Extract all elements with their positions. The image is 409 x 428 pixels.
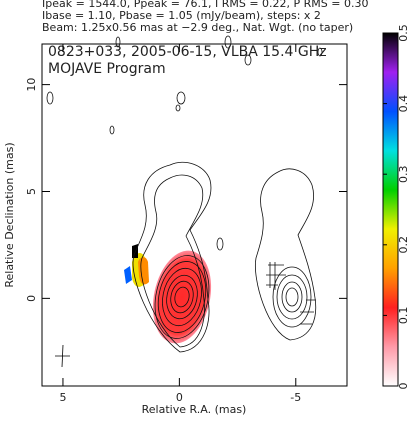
colorbar-tick-label: 0.5 <box>397 24 409 42</box>
colorbar-tick-label: 0.2 <box>397 236 409 254</box>
colorbar-tick-label: 0.3 <box>397 165 409 183</box>
y-axis-label: Relative Declination (mas) <box>3 142 16 287</box>
colorbar-tick-label: 0.4 <box>397 95 409 113</box>
map <box>46 35 323 368</box>
header-line: Ibase = 1.10, Pbase = 1.05 (mJy/beam), s… <box>42 9 321 22</box>
y-tick-label: 0 <box>25 295 38 302</box>
y-tick-label: 10 <box>25 78 38 92</box>
y-tick-label: 5 <box>25 188 38 195</box>
x-tick-label: -5 <box>290 391 301 404</box>
x-tick-label: 0 <box>176 391 183 404</box>
colorbar-tick-label: 0 <box>397 383 409 390</box>
map-title: 0823+033, 2005-06-15, VLBA 15.4 GHz <box>48 44 327 60</box>
map-subtitle: MOJAVE Program <box>48 61 166 77</box>
x-tick-label: 5 <box>59 391 66 404</box>
colorbar-tick-label: 0.1 <box>397 307 409 325</box>
header-line: Ipeak = 1544.0, Ppeak = 76.1, I RMS = 0.… <box>42 0 369 10</box>
x-axis-label: Relative R.A. (mas) <box>142 403 247 416</box>
plot-frame <box>41 43 348 387</box>
header-line: Beam: 1.25x0.56 mas at −2.9 deg., Nat. W… <box>42 21 353 34</box>
colorbar <box>382 32 399 387</box>
